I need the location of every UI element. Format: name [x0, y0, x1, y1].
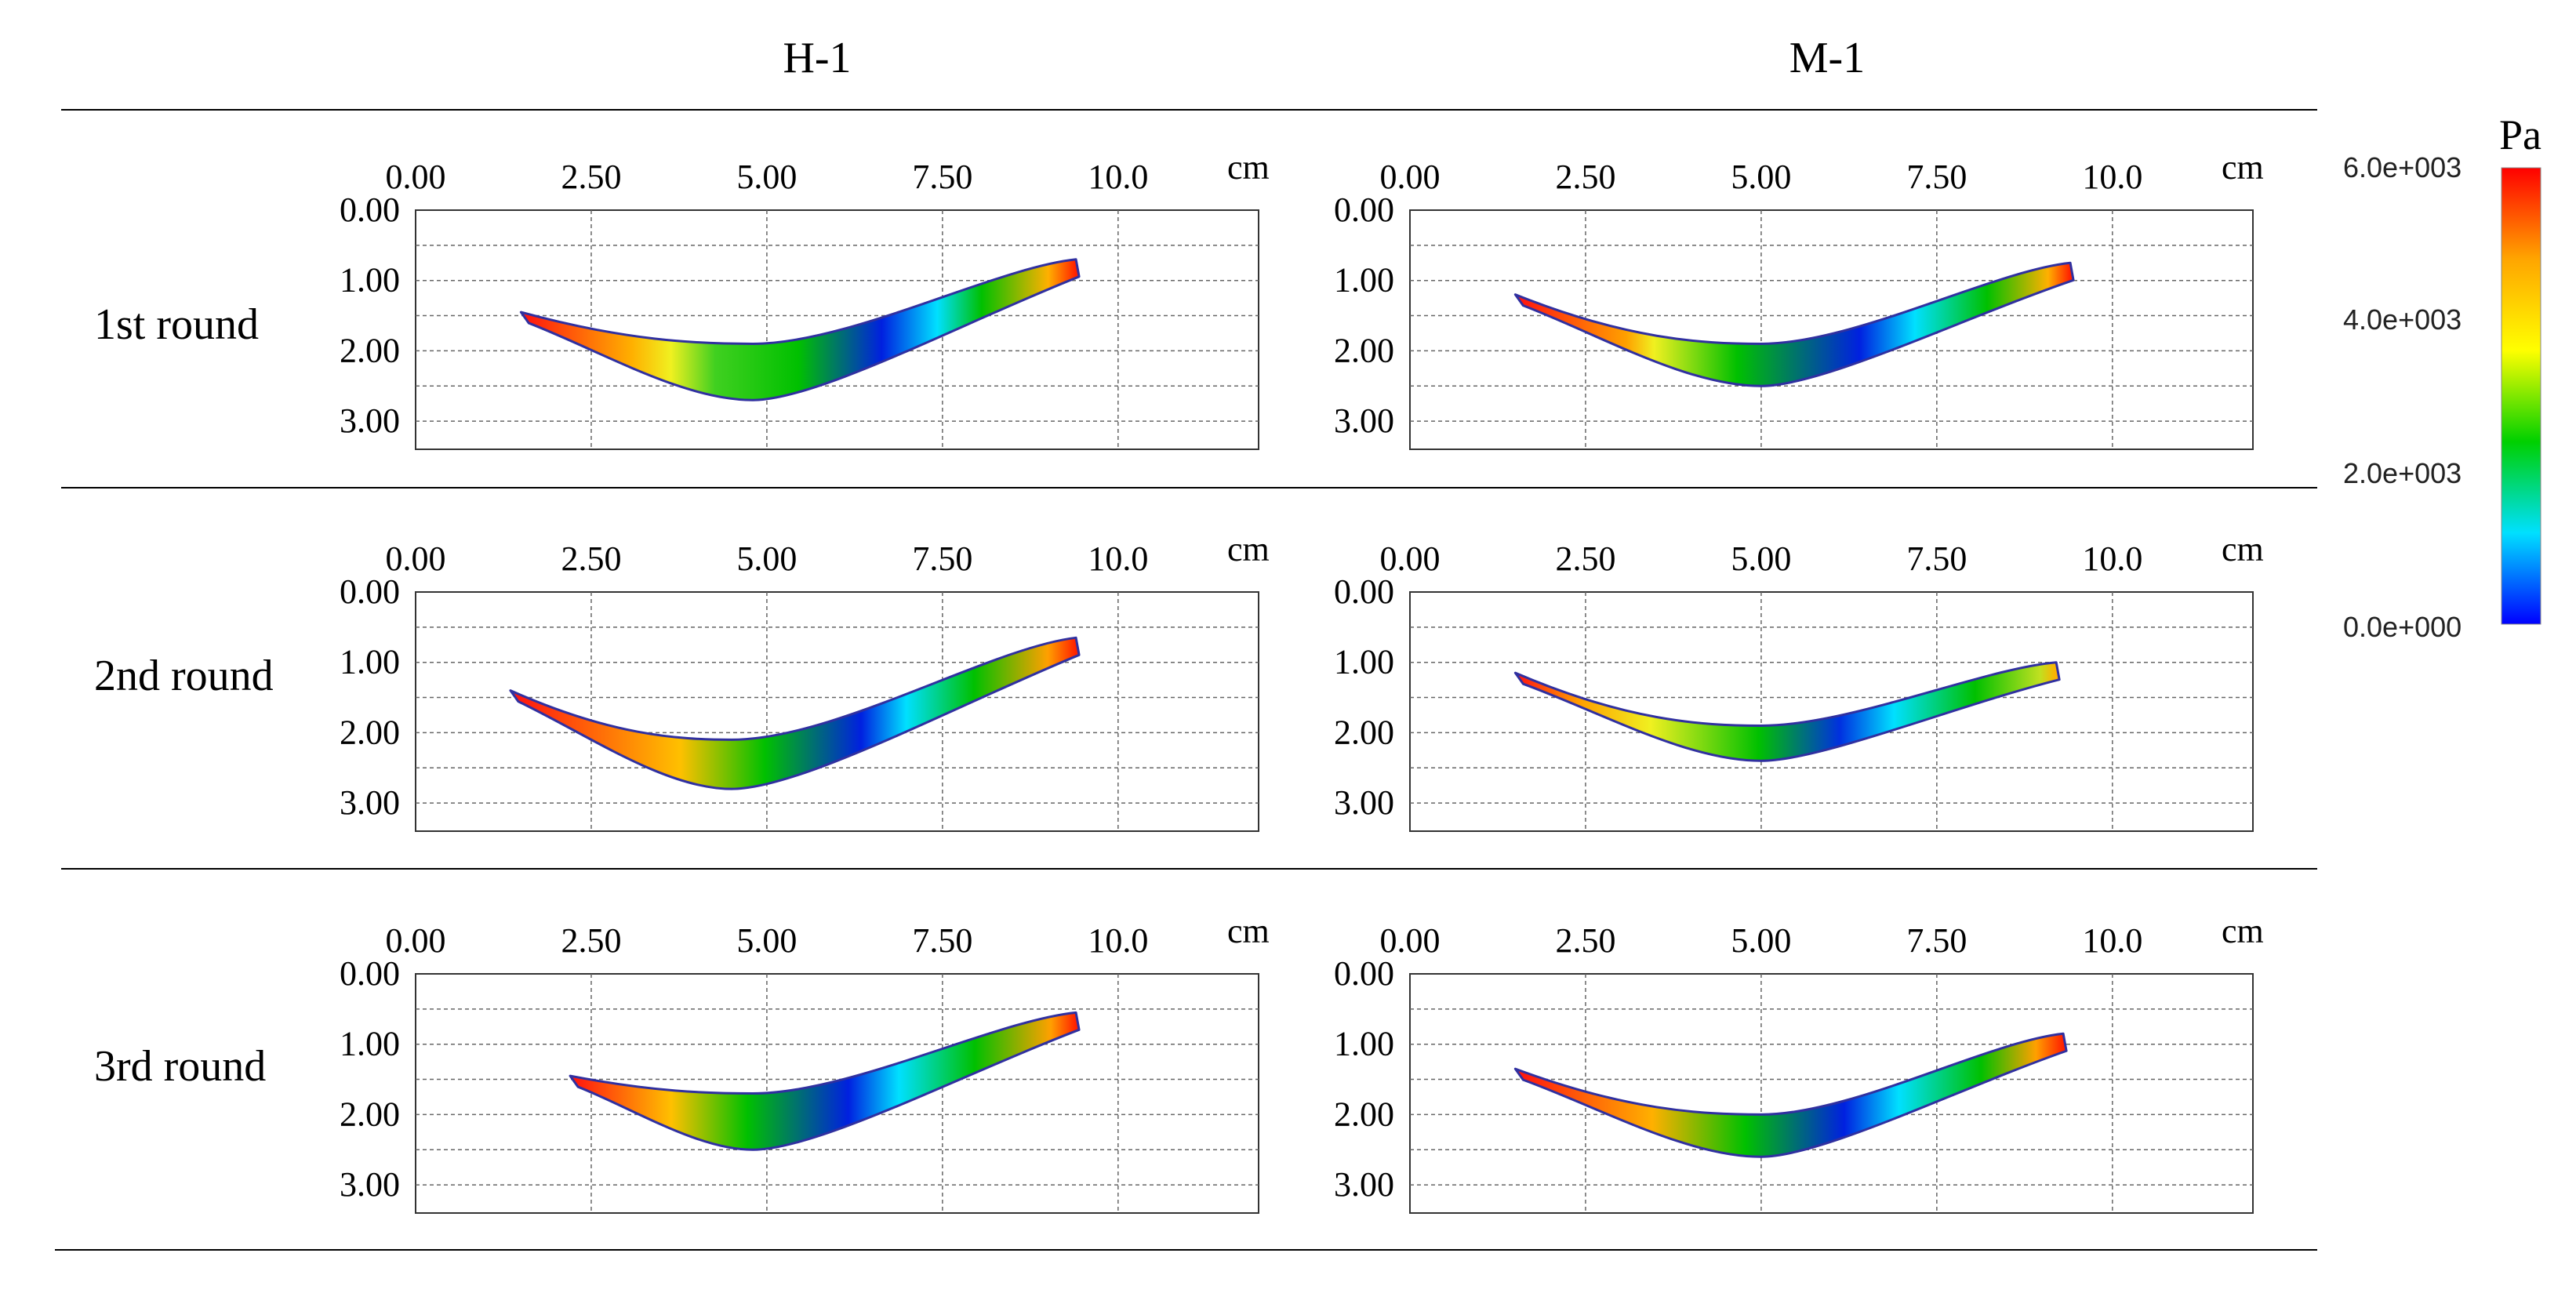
x-tick-label: 2.50 — [561, 539, 621, 578]
colorbar-tick-4000: 4.0e+003 — [2343, 303, 2462, 336]
x-tick-label: 5.00 — [1731, 921, 1791, 960]
y-tick-label: 0.00 — [340, 191, 400, 229]
x-tick-label: 2.50 — [1555, 158, 1615, 196]
colorbar-gradient — [2501, 167, 2541, 625]
y-tick-label: 1.00 — [1334, 261, 1394, 300]
stress-band — [519, 258, 1081, 401]
colorbar-tick-0: 0.0e+000 — [2343, 611, 2462, 643]
x-unit-label: cm — [2222, 530, 2264, 568]
column-label-h1: H-1 — [783, 34, 851, 82]
x-tick-label: 7.50 — [912, 539, 972, 578]
y-tick-label: 1.00 — [1334, 1025, 1394, 1063]
stress-band — [1513, 261, 2075, 387]
colorbar-tick-2000: 2.0e+003 — [2343, 457, 2462, 489]
x-tick-label: 10.0 — [2082, 539, 2142, 578]
y-tick-label: 3.00 — [1334, 1165, 1394, 1204]
row-label-1st-round: 1st round — [94, 300, 259, 349]
panel-h1-3rd: 0.00 2.50 5.00 7.50 10.0 cm 0.00 1.00 2.00 3.00 — [340, 912, 1270, 1214]
x-tick-label: 10.0 — [2082, 921, 2142, 960]
stress-band — [1513, 661, 2061, 762]
y-tick-label: 1.00 — [340, 1025, 400, 1063]
y-tick-label: 2.00 — [340, 331, 400, 369]
plot-frame — [1409, 973, 2254, 1214]
x-unit-label: cm — [1227, 530, 1270, 568]
x-tick-label: 5.00 — [1731, 539, 1791, 578]
x-tick-label: 7.50 — [1906, 158, 1967, 196]
y-tick-label: 1.00 — [340, 261, 400, 300]
y-tick-label: 0.00 — [1334, 954, 1394, 993]
x-tick-label: 0.00 — [1380, 539, 1441, 578]
x-tick-label: 0.00 — [386, 921, 446, 960]
colorbar: Pa 6.0e+003 4.0e+003 2.0e+003 0.0e+000 — [2343, 111, 2541, 643]
x-tick-label: 0.00 — [1380, 921, 1441, 960]
y-tick-label: 3.00 — [1334, 401, 1394, 440]
panel-m1-3rd: 0.00 2.50 5.00 7.50 10.0 cm 0.00 1.00 2.00 3.00 — [1334, 912, 2264, 1214]
x-tick-label: 0.00 — [386, 539, 446, 578]
x-tick-label: 0.00 — [1380, 158, 1441, 196]
y-tick-label: 2.00 — [1334, 1095, 1394, 1133]
plot-frame — [1409, 591, 2254, 832]
x-tick-label: 2.50 — [1555, 539, 1615, 578]
x-tick-label: 5.00 — [736, 158, 797, 196]
x-tick-label: 10.0 — [1088, 539, 1148, 578]
y-tick-label: 0.00 — [340, 954, 400, 993]
x-tick-label: 5.00 — [736, 539, 797, 578]
panel-m1-2nd: 0.00 2.50 5.00 7.50 10.0 cm 0.00 1.00 2.00 3.00 — [1334, 530, 2264, 832]
stress-band — [1513, 1032, 2068, 1158]
x-tick-label: 7.50 — [912, 921, 972, 960]
x-tick-label: 2.50 — [561, 921, 621, 960]
x-tick-label: 2.50 — [1555, 921, 1615, 960]
x-tick-label: 5.00 — [1731, 158, 1791, 196]
row-label-3rd-round: 3rd round — [94, 1042, 266, 1091]
x-tick-label: 10.0 — [1088, 921, 1148, 960]
x-tick-label: 5.00 — [736, 921, 797, 960]
x-tick-label: 10.0 — [1088, 158, 1148, 196]
stress-band — [569, 1011, 1081, 1151]
y-tick-label: 3.00 — [340, 783, 400, 822]
panel-h1-1st: 0.00 2.50 5.00 7.50 10.0 cm 0.00 1.00 2.00 3.00 — [340, 148, 1270, 450]
y-tick-label: 3.00 — [1334, 783, 1394, 822]
y-tick-label: 1.00 — [1334, 643, 1394, 681]
x-unit-label: cm — [1227, 912, 1270, 950]
x-unit-label: cm — [2222, 912, 2264, 950]
x-tick-label: 7.50 — [1906, 539, 1967, 578]
y-tick-label: 1.00 — [340, 643, 400, 681]
panel-m1-1st: 0.00 2.50 5.00 7.50 10.0 cm 0.00 1.00 2.00 3.00 — [1334, 148, 2264, 450]
x-tick-label: 10.0 — [2082, 158, 2142, 196]
colorbar-tick-6000: 6.0e+003 — [2343, 151, 2462, 183]
y-tick-label: 2.00 — [1334, 713, 1394, 751]
x-unit-label: cm — [2222, 148, 2264, 187]
panel-h1-2nd: 0.00 2.50 5.00 7.50 10.0 cm 0.00 1.00 2.00 3.00 — [340, 530, 1270, 832]
y-tick-label: 2.00 — [340, 713, 400, 751]
x-unit-label: cm — [1227, 148, 1270, 187]
column-label-m1: M-1 — [1789, 34, 1865, 82]
x-tick-label: 7.50 — [1906, 921, 1967, 960]
colorbar-unit: Pa — [2499, 111, 2541, 158]
row-label-2nd-round: 2nd round — [94, 652, 274, 700]
x-tick-label: 7.50 — [912, 158, 972, 196]
y-tick-label: 2.00 — [340, 1095, 400, 1133]
y-tick-label: 3.00 — [340, 401, 400, 440]
stress-band — [509, 636, 1081, 790]
plot-frame — [1409, 209, 2254, 450]
x-tick-label: 2.50 — [561, 158, 621, 196]
y-tick-label: 0.00 — [340, 572, 400, 611]
y-tick-label: 0.00 — [1334, 572, 1394, 611]
y-tick-label: 0.00 — [1334, 191, 1394, 229]
y-tick-label: 2.00 — [1334, 331, 1394, 369]
y-tick-label: 3.00 — [340, 1165, 400, 1204]
x-tick-label: 0.00 — [386, 158, 446, 196]
